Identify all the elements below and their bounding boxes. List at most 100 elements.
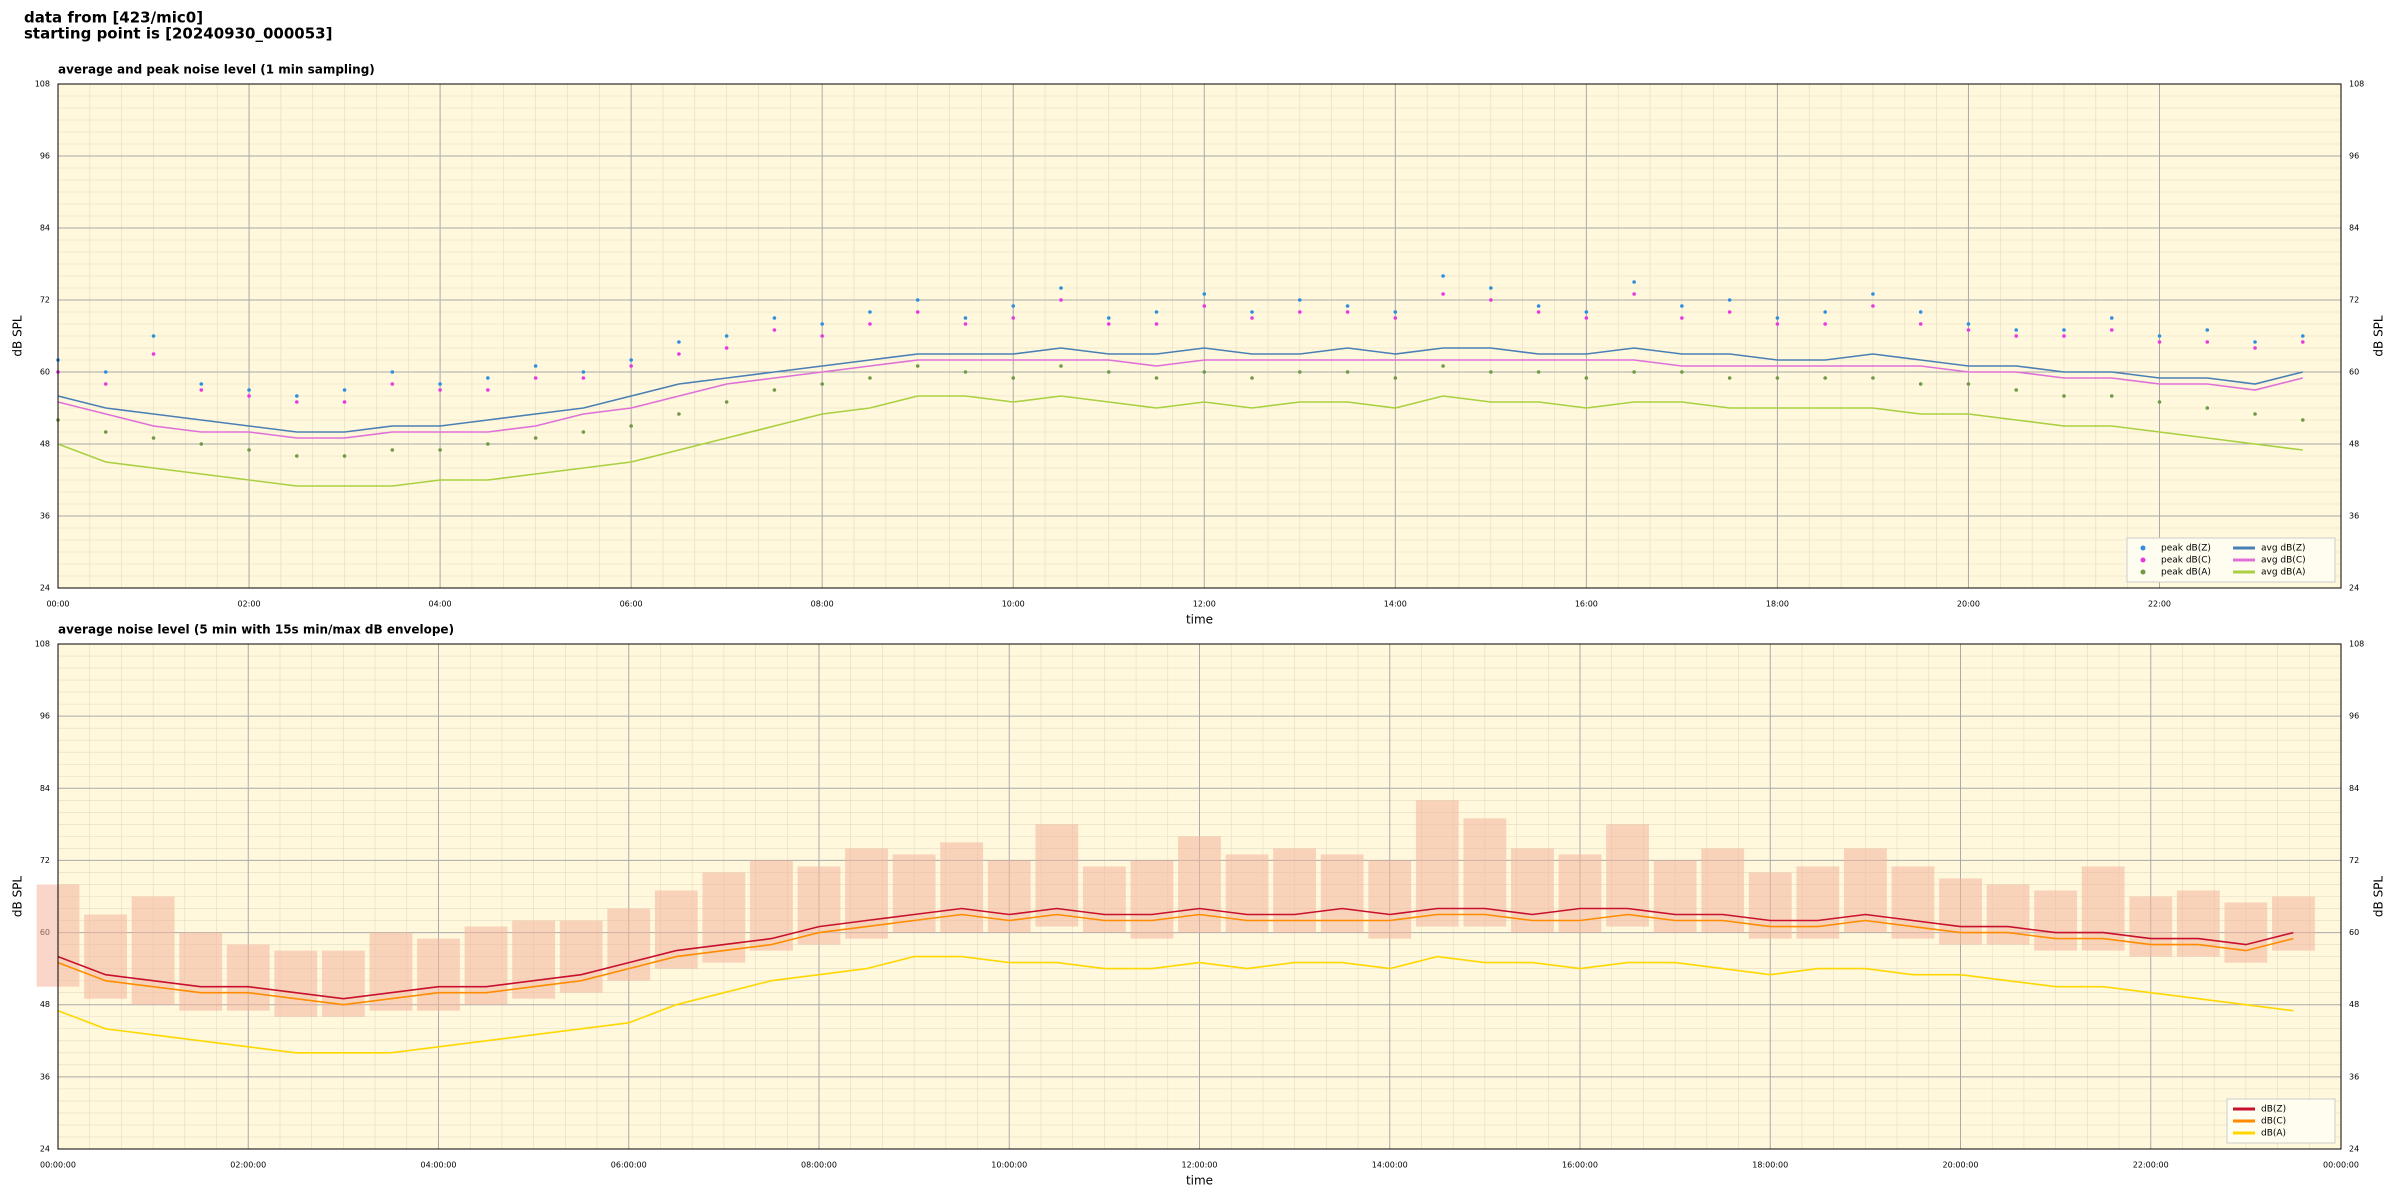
- peak-dot: [1250, 376, 1254, 380]
- y-tick-label: 36: [2349, 1072, 2359, 1081]
- series-line: [57, 913, 2294, 1006]
- peak-dot: [1871, 376, 1875, 380]
- peak-dot: [677, 352, 681, 356]
- peak-dot: [486, 376, 490, 380]
- x-tick-label: 08:00: [811, 600, 834, 609]
- y-tick-label: 84: [40, 784, 50, 793]
- peak-dot: [2205, 328, 2210, 332]
- envelope-bar: [417, 938, 460, 1011]
- series-line: [57, 359, 2303, 439]
- peak-dot: [1918, 322, 1923, 326]
- peak-dot: [438, 388, 442, 392]
- envelope-bar: [2034, 890, 2078, 951]
- peak-dot: [1727, 376, 1732, 380]
- series-line: [57, 347, 2303, 433]
- peak-dot: [1011, 376, 1016, 380]
- legend-marker: [2140, 557, 2146, 563]
- series-line: [57, 955, 2294, 1054]
- peak-dot: [2205, 406, 2210, 410]
- peak-dot: [533, 376, 538, 380]
- legend-label: dB(C): [2261, 1117, 2286, 1127]
- peak-dot: [1584, 376, 1589, 380]
- envelope-bar: [1225, 854, 1269, 933]
- y-tick-label: 48: [2349, 440, 2359, 449]
- y-tick-label: 84: [40, 224, 50, 233]
- peak-dot: [295, 394, 299, 398]
- y-tick-label: 24: [40, 1145, 50, 1154]
- peak-dot: [1250, 316, 1254, 320]
- peak-dot: [724, 346, 729, 350]
- peak-dot: [438, 448, 442, 452]
- x-tick-label: 10:00: [1002, 600, 1025, 609]
- peak-dot: [820, 322, 824, 326]
- y-tick-label: 72: [2349, 856, 2359, 865]
- peak-dot: [1966, 322, 1971, 326]
- series-line: [57, 907, 2294, 1000]
- y-tick-label: 60: [2349, 368, 2359, 377]
- peak-dot: [1202, 370, 1207, 374]
- legend-label: peak dB(C): [2161, 556, 2211, 566]
- peak-dot: [963, 370, 968, 374]
- peak-dot: [199, 382, 204, 386]
- peak-dot: [1680, 316, 1684, 320]
- peak-dot: [1345, 304, 1350, 308]
- peak-dot: [1727, 310, 1732, 314]
- peak-dot: [1966, 328, 1971, 332]
- peak-dot: [2300, 334, 2305, 338]
- x-tick-label: 16:00:00: [1562, 1161, 1598, 1170]
- peak-dot: [1489, 298, 1493, 302]
- peak-dot: [629, 364, 633, 368]
- peak-dot: [1393, 310, 1398, 314]
- x-tick-label: 12:00: [1193, 600, 1216, 609]
- envelope-bar: [987, 860, 1031, 933]
- peak-dot: [342, 400, 347, 404]
- y-tick-label: 96: [40, 712, 50, 721]
- x-axis-label: time: [1186, 613, 1213, 627]
- envelope-bar: [2224, 902, 2268, 963]
- peak-dot: [1154, 322, 1159, 326]
- peak-dot: [1059, 298, 1063, 302]
- peak-dot: [1680, 370, 1684, 374]
- y-tick-label: 72: [40, 856, 50, 865]
- peak-dot: [199, 442, 204, 446]
- envelope-bar: [1035, 824, 1079, 927]
- legend-label: dB(A): [2261, 1129, 2286, 1139]
- peak-dot: [1106, 322, 1111, 326]
- peak-dot: [103, 382, 108, 386]
- peak-dot: [1393, 316, 1398, 320]
- peak-dot: [1775, 316, 1780, 320]
- peak-dot: [486, 442, 490, 446]
- x-tick-label: 22:00:00: [2133, 1161, 2169, 1170]
- peak-dot: [1680, 304, 1684, 308]
- x-tick-label: 18:00: [1766, 600, 1789, 609]
- envelope-bar: [1843, 848, 1887, 933]
- y-tick-label: 96: [2349, 712, 2359, 721]
- y-tick-label: 60: [2349, 928, 2359, 937]
- x-tick-label: 22:00: [2148, 600, 2171, 609]
- peak-dot: [820, 334, 824, 338]
- peak-dot: [1489, 370, 1493, 374]
- peak-dot: [1871, 292, 1875, 296]
- peak-dot: [1154, 376, 1159, 380]
- y-tick-label: 84: [2349, 784, 2359, 793]
- peak-dot: [151, 334, 156, 338]
- peak-dot: [1202, 304, 1207, 308]
- peak-dot: [581, 430, 586, 434]
- peak-dot: [151, 436, 156, 440]
- envelope-bar: [1320, 854, 1364, 933]
- x-tick-label: 14:00:00: [1372, 1161, 1408, 1170]
- envelope-bar: [1082, 866, 1126, 933]
- peak-dot: [1345, 310, 1350, 314]
- legend-box: [2126, 537, 2336, 583]
- peak-dot: [629, 424, 633, 428]
- y-axis-label: dB SPL: [2372, 876, 2386, 918]
- peak-dot: [2253, 346, 2257, 350]
- envelope-bar: [2081, 866, 2125, 951]
- x-tick-label: 06:00: [620, 600, 643, 609]
- chart-title: average and peak noise level (1 min samp…: [58, 63, 375, 77]
- peak-dot: [2109, 328, 2114, 332]
- envelope-bar: [1796, 866, 1840, 939]
- y-tick-label: 72: [40, 296, 50, 305]
- peak-dot: [1393, 376, 1398, 380]
